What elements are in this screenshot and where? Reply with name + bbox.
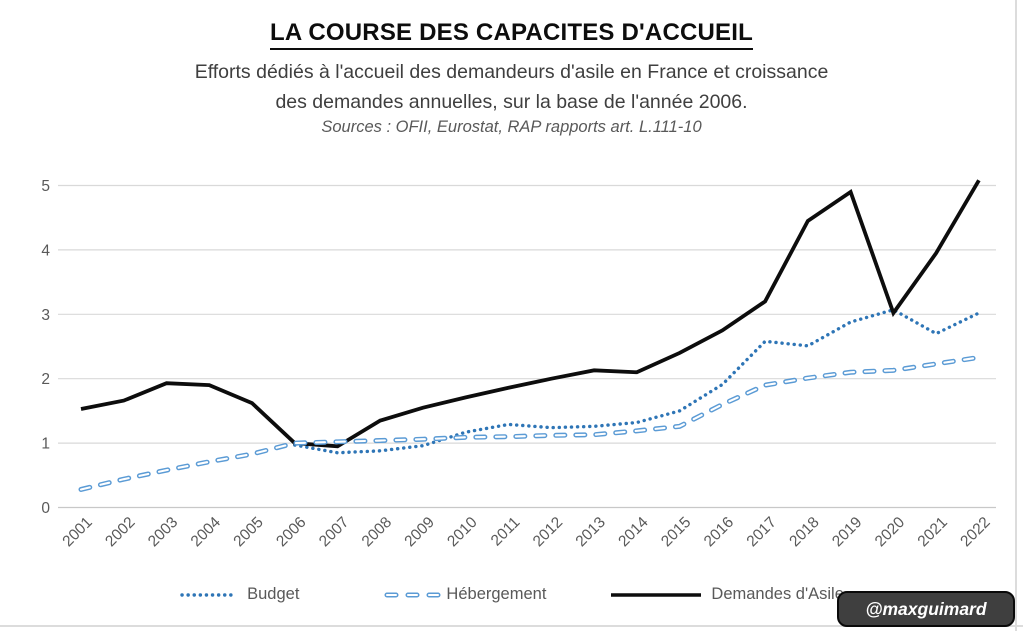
- watermark-badge: @maxguimard: [837, 591, 1015, 627]
- chart-title: LA COURSE DES CAPACITES D'ACCUEIL: [0, 19, 1023, 50]
- chart-subtitle-line1: Efforts dédiés à l'accueil des demandeur…: [194, 61, 829, 83]
- x-tick-label: 2021: [915, 514, 951, 550]
- x-tick-label: 2005: [230, 514, 266, 550]
- chart-sources: Sources : OFII, Eurostat, RAP rapports a…: [321, 118, 702, 136]
- x-tick-label: 2002: [102, 514, 138, 550]
- series-demandes-line: [80, 179, 981, 449]
- x-tick-label: 2007: [316, 514, 352, 550]
- legend: Budget Hébergement Demandes d'Asile: [0, 585, 1023, 604]
- series-hebergement-line-inner: [79, 356, 980, 491]
- x-tick-label: 2018: [786, 514, 822, 550]
- legend-label-demandes: Demandes d'Asile: [711, 585, 844, 603]
- slide-right-edge: [1015, 0, 1017, 631]
- series-budget-line: [293, 308, 981, 455]
- x-tick-label: 2003: [145, 514, 181, 550]
- x-tick-label: 2011: [488, 514, 524, 550]
- y-tick-label: 5: [41, 178, 50, 195]
- legend-item-demandes: Demandes d'Asile: [610, 585, 844, 604]
- x-tick-label: 2013: [573, 514, 609, 550]
- series-hebergement-line: [78, 354, 982, 492]
- x-tick-label: 2006: [273, 514, 309, 550]
- y-tick-label: 4: [41, 242, 50, 259]
- slide-bottom-edge: [0, 625, 1023, 627]
- x-tick-label: 2009: [401, 514, 437, 550]
- x-tick-label: 2022: [957, 514, 993, 550]
- y-tick-label: 1: [41, 436, 50, 453]
- x-tick-label: 2012: [530, 514, 566, 550]
- y-tick-label: 2: [41, 371, 50, 388]
- legend-item-hebergement: Hébergement: [383, 585, 546, 604]
- x-tick-label: 2010: [444, 514, 481, 551]
- chart-subtitle: Efforts dédiés à l'accueil des demandeur…: [0, 57, 1023, 117]
- legend-label-budget: Budget: [247, 585, 300, 603]
- x-tick-label: 2017: [744, 514, 780, 550]
- x-tick-label: 2001: [59, 514, 95, 550]
- x-tick-label: 2014: [615, 514, 652, 551]
- x-tick-label: 2015: [658, 514, 694, 550]
- watermark-text: @maxguimard: [865, 598, 987, 619]
- x-tick-label: 2020: [872, 514, 909, 551]
- budget-line-sample-icon: [180, 592, 236, 597]
- x-tick-label: 2016: [701, 514, 737, 550]
- x-tick-label: 2008: [359, 514, 395, 550]
- x-tick-label: 2004: [188, 514, 225, 551]
- demandes-line-sample-icon: [611, 592, 702, 597]
- chart-subtitle-line2: des demandes annuelles, sur la base de l…: [275, 91, 748, 113]
- hebergement-line-sample-icon: [384, 592, 446, 597]
- chart-title-text: LA COURSE DES CAPACITES D'ACCUEIL: [269, 19, 753, 50]
- x-tick-label: 2019: [829, 514, 865, 550]
- legend-label-hebergement: Hébergement: [446, 585, 547, 603]
- y-tick-label: 3: [41, 307, 50, 324]
- y-tick-label: 0: [41, 500, 50, 517]
- legend-item-budget: Budget: [179, 585, 299, 604]
